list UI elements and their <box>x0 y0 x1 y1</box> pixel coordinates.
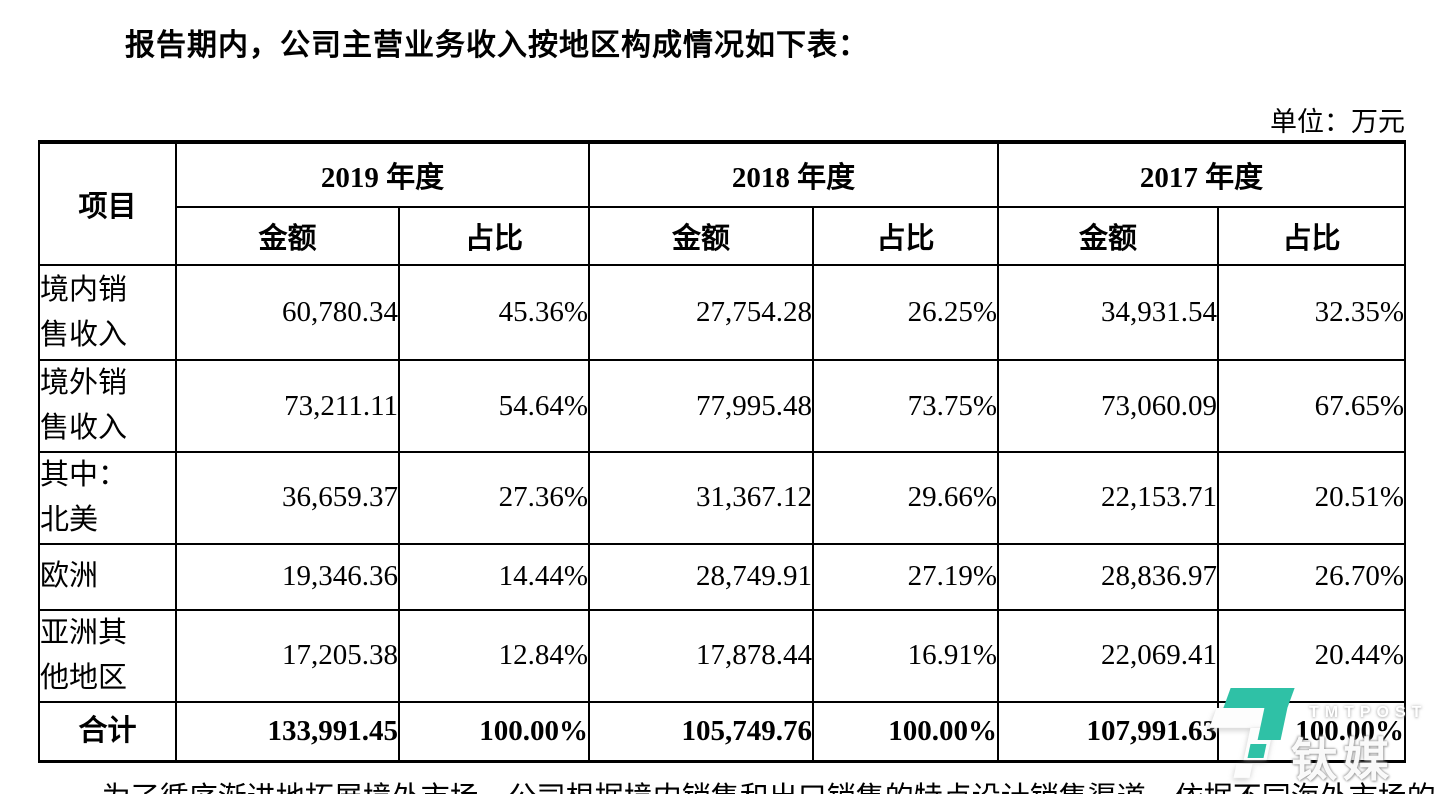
table-header-years: 项目 2019 年度 2018 年度 2017 年度 <box>38 141 1407 266</box>
cell-value: 73,211.11 <box>175 359 400 453</box>
row-label-europe: 欧洲 <box>38 542 177 611</box>
cell-value: 73,060.09 <box>997 359 1220 453</box>
unit-label: 单位：万元 <box>1270 107 1405 137</box>
table-row: 境外销 售收入 73,211.11 54.64% 77,995.48 73.75… <box>38 359 1407 453</box>
cell-value: 45.36% <box>397 264 591 361</box>
cell-value: 77,995.48 <box>588 359 815 453</box>
cell-value: 26.25% <box>812 264 1000 361</box>
header-amount-2019: 金额 <box>175 206 400 266</box>
cell-value: 107,991.63 <box>997 700 1220 763</box>
cell-value: 20.51% <box>1217 451 1407 545</box>
table-header-subcolumns: 金额 占比 金额 占比 金额 占比 <box>39 206 1407 266</box>
cell-value: 29.66% <box>812 451 1000 545</box>
cell-value: 16.91% <box>812 608 1000 703</box>
header-year-2017: 2017 年度 <box>997 141 1407 208</box>
cell-value: 27,754.28 <box>588 264 815 361</box>
cell-value: 100.00% <box>1217 700 1407 763</box>
header-ratio-2018: 占比 <box>812 206 1000 266</box>
cell-value: 32.35% <box>1217 264 1407 361</box>
row-label-asia-other: 亚洲其 他地区 <box>38 608 177 703</box>
tmtpost-logo-ghost-dot-icon <box>1233 764 1253 778</box>
cell-value: 19,346.36 <box>175 542 400 611</box>
header-ratio-2019: 占比 <box>397 206 591 266</box>
cell-value: 34,931.54 <box>997 264 1220 361</box>
cell-value: 27.19% <box>812 542 1000 611</box>
row-label-domestic: 境内销 售收入 <box>38 264 177 361</box>
header-year-2019: 2019 年度 <box>174 141 591 208</box>
table-row: 亚洲其 他地区 17,205.38 12.84% 17,878.44 16.91… <box>38 608 1407 703</box>
cell-value: 22,069.41 <box>997 608 1220 703</box>
cell-value: 36,659.37 <box>175 451 400 545</box>
row-label-north-america: 其中： 北美 <box>38 451 177 545</box>
cell-value: 20.44% <box>1217 608 1407 703</box>
cell-value: 31,367.12 <box>588 451 815 545</box>
cell-value: 22,153.71 <box>997 451 1220 545</box>
cell-value: 73.75% <box>812 359 1000 453</box>
header-year-2018: 2018 年度 <box>588 141 1000 208</box>
cell-value: 60,780.34 <box>175 264 400 361</box>
table-row-total: 合计 133,991.45 100.00% 105,749.76 100.00%… <box>38 700 1407 763</box>
clipped-paragraph: 为了循序渐进地拓展境外市场，公司根据境内销售和出口销售的特点设计销售渠道，依据不… <box>38 778 1438 794</box>
cell-value: 17,878.44 <box>588 608 815 703</box>
cell-value: 100.00% <box>812 700 1000 763</box>
cell-value: 14.44% <box>397 542 591 611</box>
cell-value: 133,991.45 <box>175 700 400 763</box>
row-label-overseas: 境外销 售收入 <box>38 359 177 453</box>
header-amount-2018: 金额 <box>588 206 815 266</box>
table-row: 欧洲 19,346.36 14.44% 28,749.91 27.19% 28,… <box>38 542 1407 611</box>
cell-value: 105,749.76 <box>588 700 815 763</box>
table-row: 其中： 北美 36,659.37 27.36% 31,367.12 29.66%… <box>38 451 1407 545</box>
header-ratio-2017: 占比 <box>1217 206 1407 266</box>
cell-value: 26.70% <box>1217 542 1407 611</box>
header-item: 项目 <box>38 141 177 266</box>
intro-paragraph: 报告期内，公司主营业务收入按地区构成情况如下表： <box>125 29 869 62</box>
revenue-by-region-table: 项目 2019 年度 2018 年度 2017 年度 金额 占比 金额 占比 金… <box>38 140 1407 764</box>
header-amount-2017: 金额 <box>997 206 1220 266</box>
cell-value: 28,749.91 <box>588 542 815 611</box>
cell-value: 28,836.97 <box>997 542 1220 611</box>
row-label-total: 合计 <box>38 700 177 763</box>
cell-value: 54.64% <box>397 359 591 453</box>
cell-value: 100.00% <box>397 700 591 763</box>
table-row: 境内销 售收入 60,780.34 45.36% 27,754.28 26.25… <box>38 264 1407 361</box>
cell-value: 27.36% <box>397 451 591 545</box>
cell-value: 12.84% <box>397 608 591 703</box>
cell-value: 17,205.38 <box>175 608 400 703</box>
cell-value: 67.65% <box>1217 359 1407 453</box>
